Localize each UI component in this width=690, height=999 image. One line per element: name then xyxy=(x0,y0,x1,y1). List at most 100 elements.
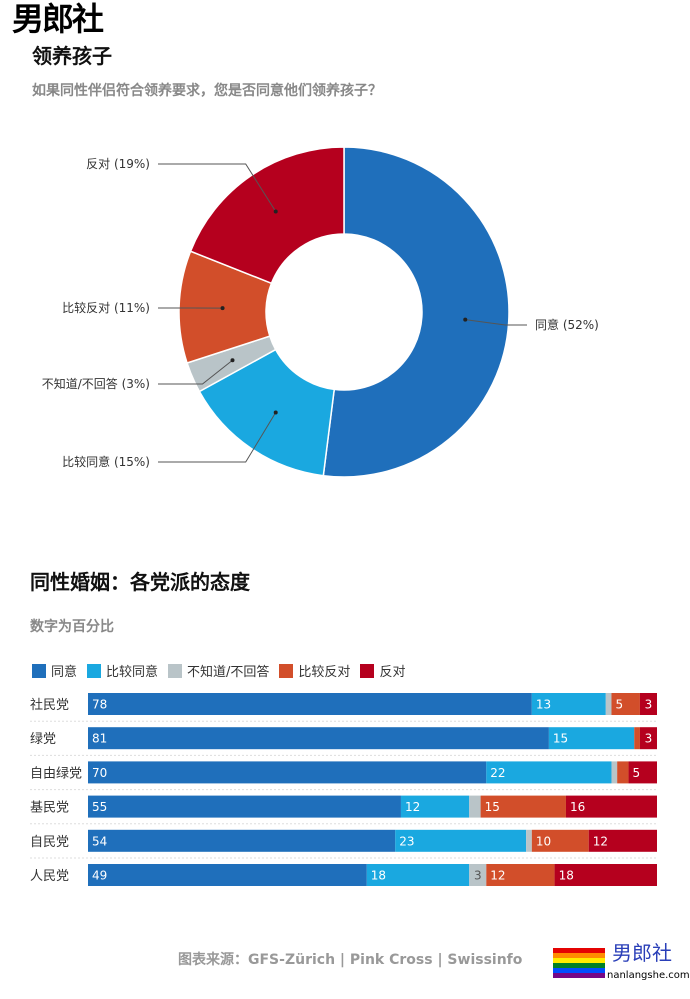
bar-value-label: 5 xyxy=(633,766,641,780)
bar-value-label: 55 xyxy=(92,800,107,814)
donut-slice xyxy=(322,146,510,478)
bar-segment xyxy=(486,864,555,886)
legend-item: 反对 xyxy=(360,661,405,680)
bar-value-label: 49 xyxy=(92,869,107,883)
legend-item: 比较反对 xyxy=(279,661,350,680)
bar-segment xyxy=(88,693,532,715)
bar-value-label: 54 xyxy=(92,834,107,848)
bar-segment xyxy=(395,829,527,852)
bar-segment xyxy=(366,864,470,886)
bar-value-label: 70 xyxy=(92,766,107,780)
bar-value-label: 5 xyxy=(615,698,623,712)
bar-value-label: 12 xyxy=(405,800,420,814)
bar-segment xyxy=(88,761,487,784)
leader-line xyxy=(158,163,277,212)
leader-dot xyxy=(273,410,278,415)
bar-segment xyxy=(88,795,401,818)
bar-title: 同性婚姻：各党派的态度 xyxy=(30,570,250,594)
bar-value-label: 18 xyxy=(559,869,574,883)
slice-label: 同意 (52%) xyxy=(535,317,599,332)
category-label: 社民党 xyxy=(30,697,69,713)
logo-text: 男郎社 xyxy=(612,941,672,965)
bar-value-label: 3 xyxy=(645,732,653,746)
stacked-bar-chart: 社民党 78 13 5 3 绿党 81 15 3 自由绿党 70 22 5 基民党 55 12 15 16 自民党 5… xyxy=(30,693,657,886)
bar-segment xyxy=(611,761,618,784)
leader-line xyxy=(158,359,233,385)
legend-label: 同意 xyxy=(51,665,78,680)
category-label: 基民党 xyxy=(30,801,69,816)
legend-swatch xyxy=(87,663,102,678)
bar-value-label: 13 xyxy=(536,698,551,712)
bar-segment xyxy=(486,761,612,784)
bar-segment xyxy=(88,864,367,886)
rainbow-flag-logo xyxy=(553,948,605,978)
slice-label: 不知道/不回答 (3%) xyxy=(42,376,150,391)
pie-subtitle: 如果同性伴侣符合领养要求，您是否同意他们领养孩子？ xyxy=(32,83,382,99)
bar-value-label: 22 xyxy=(490,766,505,780)
legend-item: 同意 xyxy=(32,661,77,680)
slice-label: 比较同意 (15%) xyxy=(62,454,150,469)
bar-segment xyxy=(548,727,635,750)
leader-dot xyxy=(230,358,235,363)
bar-segment xyxy=(628,761,657,784)
leader-dot xyxy=(273,209,278,214)
bar-segment xyxy=(469,864,487,886)
bar-segment xyxy=(480,795,566,818)
leader-line xyxy=(465,319,527,326)
legend-item: 比较同意 xyxy=(87,661,158,680)
bar-value-label: 15 xyxy=(553,732,568,746)
legend-swatch xyxy=(279,663,294,678)
legend-swatch xyxy=(168,663,183,678)
bar-segment xyxy=(611,693,640,715)
bar-segment xyxy=(526,829,532,852)
category-label: 自民党 xyxy=(30,835,69,850)
bar-value-label: 78 xyxy=(92,698,107,712)
legend: 同意 比较同意 不知道/不回答 比较反对 反对 xyxy=(32,661,405,680)
bar-segment xyxy=(531,829,589,852)
bar-value-label: 12 xyxy=(593,834,608,848)
bar-segment xyxy=(634,727,640,750)
leader-dot xyxy=(463,317,468,322)
bar-value-label: 12 xyxy=(490,869,505,883)
bar-value-label: 23 xyxy=(399,834,414,848)
donut-slice xyxy=(198,348,336,477)
legend-label: 比较同意 xyxy=(106,665,159,680)
leader-line xyxy=(158,412,277,463)
bar-value-label: 10 xyxy=(536,834,551,848)
bar-segment xyxy=(400,795,470,818)
bar-segment xyxy=(88,829,396,852)
bar-value-label: 3 xyxy=(474,869,482,883)
bar-segment xyxy=(469,795,481,818)
bar-value-label: 18 xyxy=(371,869,386,883)
source-footer: 图表来源：GFS-Zürich | Pink Cross | Swissinfo xyxy=(178,952,523,968)
watermark: 男郎社 xyxy=(12,0,104,38)
bar-value-label: 3 xyxy=(645,698,653,712)
bar-value-label: 16 xyxy=(570,800,585,814)
bar-segment xyxy=(639,727,657,750)
donut-chart: 同意 (52%) 比较同意 (15%) 不知道/不回答 (3%) 比较反对 (11%)… xyxy=(42,146,599,478)
legend-swatch xyxy=(360,663,375,678)
leader-dot xyxy=(220,306,225,311)
slice-label: 反对 (19%) xyxy=(86,157,150,171)
pie-title: 领养孩子 xyxy=(32,44,112,68)
legend-swatch xyxy=(32,663,46,678)
legend-label: 比较反对 xyxy=(298,665,351,680)
bar-segment xyxy=(639,693,657,715)
slice-label: 比较反对 (11%) xyxy=(62,300,150,315)
bar-segment xyxy=(617,761,629,784)
legend-item: 不知道/不回答 xyxy=(168,661,269,680)
bar-subtitle: 数字为百分比 xyxy=(30,619,114,635)
bar-segment xyxy=(554,864,657,886)
bar-segment xyxy=(565,795,657,818)
bar-segment xyxy=(588,829,657,852)
donut-slice xyxy=(189,146,345,285)
category-label: 自由绿党 xyxy=(30,766,82,781)
bar-segment xyxy=(605,693,612,715)
bar-value-label: 81 xyxy=(92,732,107,746)
bar-segment xyxy=(531,693,606,715)
logo-url: nanlangshe.com xyxy=(607,970,690,981)
category-label: 绿党 xyxy=(30,732,56,747)
bar-segment xyxy=(88,727,549,750)
legend-label: 反对 xyxy=(379,665,406,680)
